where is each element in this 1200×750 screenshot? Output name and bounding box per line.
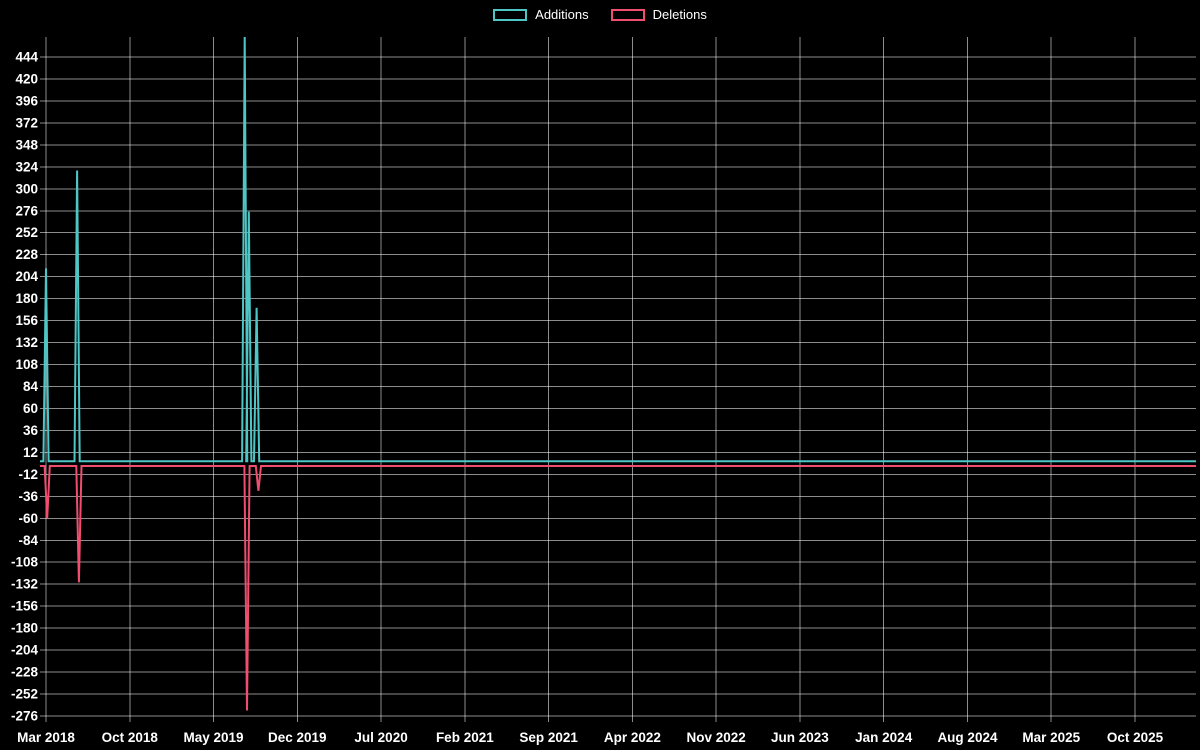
y-tick-label: 324 — [15, 159, 38, 174]
y-tick-label: 348 — [15, 137, 38, 152]
x-tick-label: Dec 2019 — [268, 730, 327, 745]
y-tick-label: 444 — [15, 50, 38, 65]
y-tick-label: 84 — [23, 379, 39, 394]
x-tick-label: Nov 2022 — [687, 730, 746, 745]
x-tick-label: Oct 2018 — [102, 730, 159, 745]
gridlines — [40, 37, 1196, 722]
y-tick-label: -156 — [11, 599, 39, 614]
legend-item-additions[interactable]: Additions — [493, 7, 589, 22]
y-tick-label: -12 — [18, 467, 38, 482]
legend-label-additions: Additions — [535, 7, 589, 22]
y-tick-label: 156 — [15, 313, 38, 328]
y-tick-label: 420 — [15, 71, 38, 86]
y-tick-label: -228 — [11, 665, 39, 680]
y-tick-label: -204 — [11, 643, 39, 658]
x-tick-label: Aug 2024 — [937, 730, 998, 745]
x-tick-label: Jan 2024 — [855, 730, 913, 745]
x-tick-label: Sep 2021 — [519, 730, 578, 745]
y-tick-label: -60 — [18, 511, 38, 526]
y-tick-label: 180 — [15, 291, 38, 306]
additions-swatch-icon — [493, 8, 528, 21]
y-tick-label: 108 — [15, 357, 38, 372]
y-tick-label: 132 — [15, 335, 38, 350]
series-line-deletions — [40, 465, 1196, 711]
x-tick-label: Feb 2021 — [436, 730, 494, 745]
x-axis-labels: Mar 2018 Oct 2018 May 2019 Dec 2019 Jul 2020… — [17, 730, 1164, 745]
y-axis-labels: 444 420 396 372 348 324 300 276 252 228 204 180 156 1… — [11, 50, 39, 724]
y-tick-label: 252 — [15, 225, 38, 240]
y-tick-label: -108 — [11, 555, 39, 570]
y-tick-label: 300 — [15, 181, 38, 196]
x-tick-label: Jul 2020 — [354, 730, 407, 745]
y-tick-label: -252 — [11, 687, 38, 702]
y-tick-label: -36 — [18, 489, 38, 504]
x-tick-label: Oct 2025 — [1107, 730, 1164, 745]
y-tick-label: -180 — [11, 621, 38, 636]
y-tick-label: 204 — [15, 269, 38, 284]
x-tick-label: Mar 2018 — [17, 730, 75, 745]
series-line-additions — [40, 36, 1196, 463]
x-tick-label: Apr 2022 — [604, 730, 661, 745]
x-tick-label: May 2019 — [184, 730, 244, 745]
y-tick-label: 228 — [15, 247, 38, 262]
y-tick-label: 12 — [23, 445, 38, 460]
y-tick-label: 36 — [23, 423, 39, 438]
x-tick-label: Mar 2025 — [1022, 730, 1080, 745]
y-tick-label: -276 — [11, 709, 39, 724]
y-tick-label: -84 — [18, 533, 38, 548]
legend-item-deletions[interactable]: Deletions — [610, 7, 707, 22]
y-tick-label: 396 — [15, 93, 38, 108]
y-tick-label: 276 — [15, 203, 38, 218]
deletions-swatch-icon — [610, 8, 645, 21]
y-tick-label: 372 — [15, 115, 38, 130]
y-tick-label: -132 — [11, 577, 38, 592]
chart-legend: Additions Deletions — [0, 8, 1200, 21]
legend-label-deletions: Deletions — [652, 7, 707, 22]
y-tick-label: 60 — [23, 401, 38, 416]
x-tick-label: Jun 2023 — [771, 730, 829, 745]
